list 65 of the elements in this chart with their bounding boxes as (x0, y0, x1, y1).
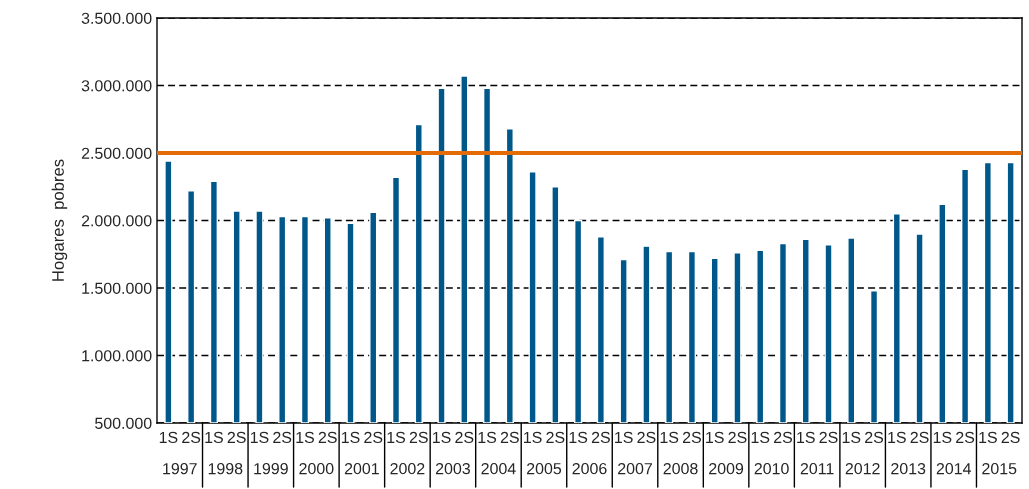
y-tick-label: 1.000.000 (82, 350, 152, 362)
x-tick-label: 1S (569, 431, 588, 444)
x-tick-label: 1S (159, 431, 178, 444)
x-tick-label: 1S (478, 431, 497, 444)
x-tick-label: 2S (364, 431, 383, 444)
x-tick-label: 1S (205, 431, 223, 444)
x-tick-label: 2S (318, 431, 337, 444)
x-tick-label: 2S (182, 431, 201, 444)
x-tick-label: 2S (819, 431, 838, 444)
x-tick-label: 2S (546, 431, 565, 444)
x-tick-label: 2S (591, 431, 610, 444)
x-tick-label: 1S (706, 431, 724, 444)
x-tick-label: 2S (774, 431, 793, 444)
x-tick-label: 1S (296, 431, 314, 444)
text: 2007 (618, 462, 652, 475)
x-tick-label: 2S (273, 431, 292, 444)
x-tick-label: 2S (682, 431, 701, 444)
text: 2003 (435, 462, 470, 475)
y-tick-label: 2.500.000 (81, 147, 152, 159)
y-axis-title: Hogares pobres (51, 159, 68, 281)
text: 1999 (254, 462, 288, 475)
x-tick-label: 2S (865, 431, 884, 444)
x-tick-label: 2S (910, 431, 929, 444)
x-tick-label: 2S (500, 431, 519, 444)
y-tick-label: 3.000.000 (81, 80, 152, 92)
x-tick-label: 1S (933, 431, 952, 444)
y-tick-label: 2.000.000 (81, 215, 152, 227)
x-tick-label: 2S (956, 431, 975, 444)
x-tick-label: 1S (615, 431, 633, 444)
text: 2013 (891, 462, 926, 475)
x-tick-label: 1S (797, 431, 815, 444)
text: 1997 (163, 462, 197, 475)
x-tick-label: 1S (341, 431, 360, 444)
text: 2010 (754, 462, 789, 475)
x-tick-label: 1S (432, 431, 451, 444)
x-tick-label: 2S (728, 431, 747, 444)
x-tick-label: 2S (227, 431, 246, 444)
text: 2000 (299, 462, 334, 475)
text: 2002 (390, 462, 425, 475)
y-tick-label: 500.000 (95, 417, 152, 429)
text: 2005 (527, 462, 562, 475)
x-tick-label: 1S (524, 431, 542, 444)
x-tick-label: 1S (660, 431, 679, 444)
x-tick-label: 1S (751, 431, 770, 444)
x-tick-label: 1S (979, 431, 997, 444)
text: 2009 (709, 462, 744, 475)
x-tick-label: 2S (409, 431, 428, 444)
text: 1998 (208, 462, 243, 475)
text: 2012 (845, 462, 880, 475)
text: 2011 (800, 462, 834, 475)
y-tick-label: 1.500.000 (82, 282, 152, 294)
x-tick-label: 1S (842, 431, 861, 444)
text: 2006 (572, 462, 607, 475)
y-tick-label: 3.500.000 (81, 12, 152, 24)
text: 2001 (344, 462, 379, 475)
x-tick-label: 1S (387, 431, 406, 444)
x-tick-label: 2S (455, 431, 474, 444)
x-tick-label: 1S (250, 431, 269, 444)
text: 2015 (982, 462, 1017, 475)
x-tick-label: 1S (888, 431, 906, 444)
x-tick-label: 2S (1001, 431, 1020, 444)
x-tick-label: 2S (637, 431, 656, 444)
text: 2008 (663, 462, 698, 475)
text: 2004 (481, 462, 516, 475)
text: 2014 (936, 462, 972, 475)
